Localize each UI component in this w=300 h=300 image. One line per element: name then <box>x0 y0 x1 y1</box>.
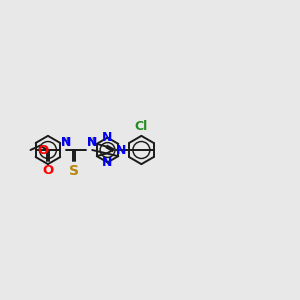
Text: S: S <box>69 164 79 178</box>
Text: N: N <box>116 143 126 157</box>
Text: N: N <box>102 156 112 169</box>
Text: O: O <box>42 164 53 177</box>
Text: Cl: Cl <box>135 120 148 133</box>
Text: H: H <box>61 137 69 147</box>
Text: N: N <box>102 131 112 144</box>
Text: H: H <box>87 137 95 147</box>
Text: N: N <box>60 136 71 149</box>
Text: O: O <box>37 143 48 157</box>
Text: N: N <box>87 136 97 149</box>
